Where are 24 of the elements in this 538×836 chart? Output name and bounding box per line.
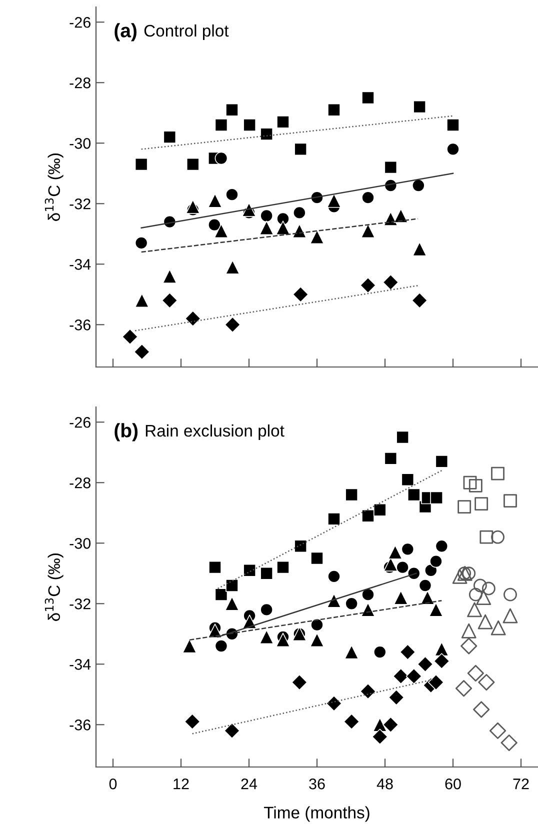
y-axis-title: δ$^{13}$C (‰) — [44, 554, 64, 621]
y-tick-label: -30 — [70, 138, 91, 149]
y-tick-label: -32 — [70, 198, 90, 210]
y-tick-label: -32 — [70, 598, 90, 610]
text: (a) Control plot — [114, 23, 229, 42]
x-tick-label: 0 — [109, 778, 117, 790]
y-tick-label: -30 — [70, 538, 91, 549]
y-tick-label: -26 — [70, 416, 90, 428]
x-tick-label: 12 — [174, 778, 189, 790]
y-tick-label: -28 — [70, 78, 90, 88]
x-tick-label: 48 — [376, 778, 393, 790]
y-tick-label: -34 — [70, 259, 91, 270]
y-tick-label: -36 — [70, 320, 90, 330]
y-tick-label: -36 — [70, 720, 90, 730]
text: (b) Rain exclusion plot — [114, 423, 284, 442]
x-tick-label: 36 — [309, 778, 325, 790]
y-axis-title: δ$^{13}$C (‰) — [44, 154, 64, 221]
x-tick-label: 60 — [445, 778, 461, 790]
x-tick-label: 24 — [241, 778, 258, 790]
x-axis-title: Time (months) — [264, 806, 370, 822]
y-tick-label: -26 — [70, 16, 90, 28]
x-tick-label: 72 — [513, 778, 529, 790]
y-tick-label: -34 — [70, 659, 91, 670]
y-tick-label: -28 — [70, 478, 90, 488]
